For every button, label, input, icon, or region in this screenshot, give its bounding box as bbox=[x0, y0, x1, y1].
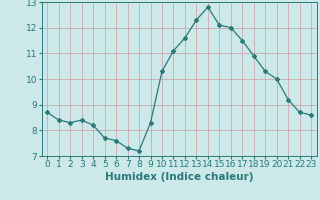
X-axis label: Humidex (Indice chaleur): Humidex (Indice chaleur) bbox=[105, 172, 253, 182]
